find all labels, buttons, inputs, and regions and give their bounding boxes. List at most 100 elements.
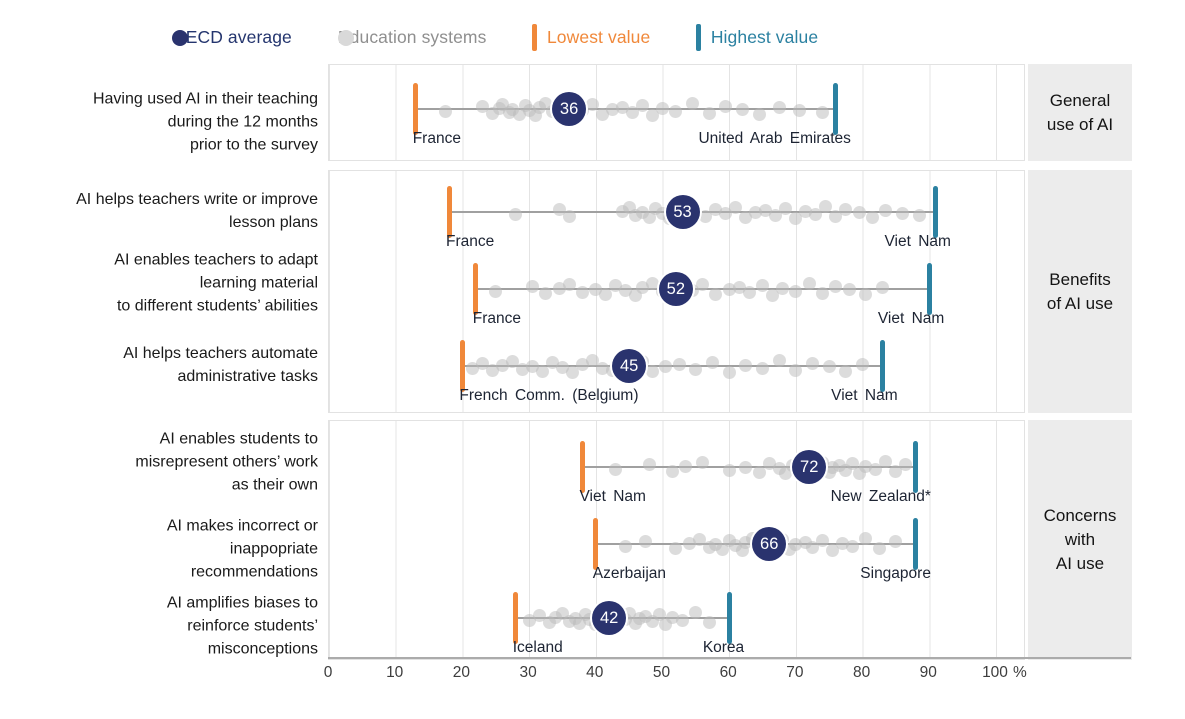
education-system-dot (652, 607, 666, 621)
education-system-dot (732, 280, 746, 294)
education-system-dot (752, 465, 766, 479)
section-label-box: General use of AI (1028, 64, 1132, 161)
oecd-average-marker: 52 (658, 272, 693, 306)
education-system-dot (495, 358, 509, 372)
education-system-dot (776, 281, 790, 295)
plot-panel: 53 France Viet Nam 52 France Viet Nam 45 French… (328, 170, 1025, 413)
plot-panel: 36 France United Arab Emirates (328, 64, 1025, 161)
education-system-dot (709, 287, 723, 301)
section-label-line: Concerns (1043, 506, 1117, 525)
education-system-dot (599, 287, 613, 301)
highest-country-label: Viet Nam (884, 233, 951, 250)
x-axis-tick: 100 (982, 664, 1008, 681)
education-system-dot (659, 359, 673, 373)
row-label-line: as their own (231, 476, 318, 494)
education-system-dot (719, 206, 733, 220)
row-label: AI helps teachers write or improve lesson… (0, 188, 318, 234)
education-system-dot (806, 356, 820, 370)
lowest-value-bar (513, 592, 519, 644)
lowest-value-bar (446, 186, 452, 238)
education-system-dot (749, 205, 763, 219)
section-label-box: Concerns with AI use (1028, 420, 1132, 660)
row-label-line: lesson plans (229, 214, 318, 231)
education-system-dot (912, 208, 926, 222)
education-system-dot (769, 208, 783, 222)
education-system-dot (505, 354, 519, 368)
lowest-value-bar (579, 441, 585, 493)
education-system-dot (669, 541, 683, 555)
x-axis-unit: % (1013, 664, 1027, 681)
education-system-dot (792, 103, 806, 117)
education-system-dot (756, 278, 770, 292)
education-system-dot (806, 540, 820, 554)
education-system-dot (615, 100, 629, 114)
education-system-dot (645, 276, 659, 290)
education-system-dot (609, 462, 623, 476)
education-system-dot (609, 278, 623, 292)
education-system-dot (539, 286, 553, 300)
education-system-dot (666, 464, 679, 478)
row-label-line: Having used AI in their teaching (92, 90, 318, 108)
row-label-line: recommendations (190, 563, 318, 581)
education-system-dot (802, 276, 816, 290)
lowest-country-label: France (472, 310, 521, 327)
x-axis-tick: 80 (852, 664, 871, 681)
education-system-dot (772, 100, 786, 114)
row-label-line: AI enables teachers to adapt (114, 251, 318, 269)
section-label-line: use of AI (1046, 114, 1114, 134)
x-axis-tick: 90 (919, 664, 937, 681)
row-label-line: to different students’ abilities (116, 297, 318, 315)
education-system-dot (869, 462, 883, 476)
row-label-line: during the 12 months (167, 113, 318, 131)
education-system-dot (635, 98, 649, 112)
section-label-line: with (1064, 530, 1096, 549)
education-system-dot (639, 534, 653, 548)
education-system-dot (439, 104, 453, 118)
education-system-dot (829, 209, 843, 223)
highest-value-bar (913, 441, 919, 493)
education-system-dot (706, 355, 720, 369)
x-axis-tick: 10 (386, 664, 404, 681)
row-label-line: AI makes incorrect or (166, 517, 318, 535)
education-system-dot (826, 543, 840, 557)
education-system-dot (689, 605, 703, 619)
oecd-average-marker: 66 (752, 527, 787, 561)
oecd-average-dot-icon (172, 29, 188, 46)
legend-item-highest-value: Highest value (696, 24, 818, 51)
lowest-value-bar (459, 340, 465, 392)
x-axis-line (328, 657, 1131, 659)
education-system-dot (739, 358, 753, 372)
education-system-dot (535, 364, 549, 378)
lowest-value-bar (593, 518, 599, 570)
row-label-line: AI helps teachers automate (123, 345, 318, 362)
education-system-dot (562, 209, 576, 223)
row-label-line: reinforce students’ (187, 617, 318, 635)
education-system-dot (756, 361, 770, 375)
education-system-dot (779, 201, 793, 215)
education-system-dot (666, 610, 679, 624)
education-system-dot (722, 282, 736, 296)
education-system-dot (642, 457, 656, 471)
education-system-dot (619, 283, 633, 297)
education-system-dot (589, 282, 603, 296)
section-label-box: Benefits of AI use (1028, 170, 1132, 413)
education-system-dot (809, 207, 823, 221)
row-label-line: inappopriate (229, 540, 318, 558)
education-system-dot (605, 102, 619, 116)
education-system-dot (565, 365, 579, 379)
highest-value-bar (926, 263, 932, 315)
row-label: AI amplifies biases to reinforce students… (0, 592, 318, 661)
highest-value-bar (726, 592, 732, 644)
row-label: AI enables teachers to adapt learning mat… (0, 249, 318, 318)
education-system-dot (799, 204, 813, 218)
education-system-dot (686, 96, 699, 110)
x-axis-tick: 50 (652, 664, 671, 681)
education-system-dot (669, 104, 683, 118)
plot-panel: 72 Viet Nam New Zealand* 66 Azerbaijan Singap… (328, 420, 1025, 660)
x-axis-tick: 0 (323, 664, 333, 681)
oecd-average-marker: 45 (612, 349, 647, 383)
education-system-dot (702, 615, 716, 629)
education-system-dot (752, 107, 766, 121)
lowest-country-label: Azerbaijan (592, 565, 667, 582)
